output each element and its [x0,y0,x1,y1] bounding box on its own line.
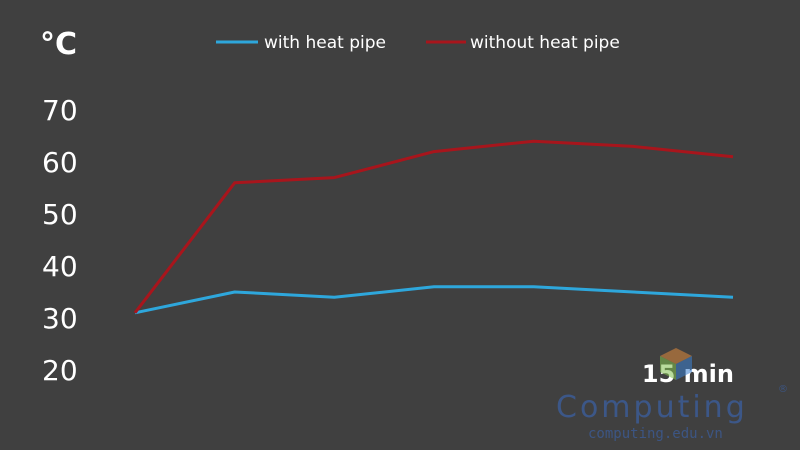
y-axis-ticks: 70 60 50 40 30 20 [42,94,78,387]
series-line-with-heat-pipe [134,285,734,315]
watermark-logo: Computing ® computing.edu.vn [556,348,788,442]
y-tick-label: 60 [42,146,78,179]
y-tick-label: 20 [42,354,78,387]
series-layer [133,139,734,315]
legend-label-with-heat-pipe: with heat pipe [264,33,386,53]
watermark-cube-left [660,356,676,380]
watermark-registered: ® [778,384,788,395]
watermark-brand: Computing [556,390,748,425]
legend-label-without-heat-pipe: without heat pipe [470,33,620,53]
y-tick-label: 40 [42,250,78,283]
y-tick-label: 30 [42,302,78,335]
y-unit-label: °C [40,27,77,62]
watermark-cube-right [676,356,692,380]
y-tick-label: 70 [42,94,78,127]
y-tick-label: 50 [42,198,78,231]
legend: with heat pipe without heat pipe [216,33,620,53]
watermark-url: computing.edu.vn [588,426,723,442]
